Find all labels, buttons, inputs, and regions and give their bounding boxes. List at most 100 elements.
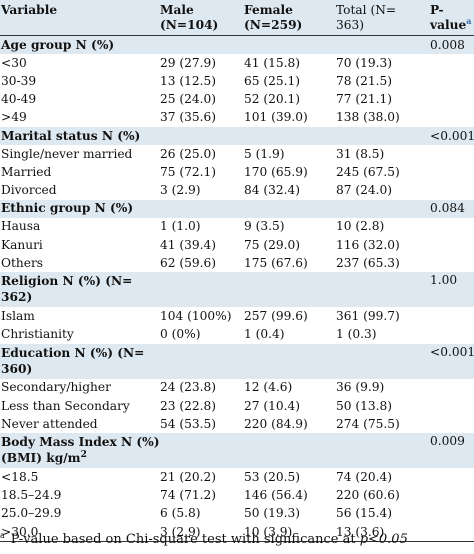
row-p-empty <box>430 145 474 163</box>
row-label: Hausa <box>1 219 41 234</box>
row-female: 12 (4.6) <box>244 380 293 395</box>
group-male-empty <box>160 433 244 469</box>
footnote-marker[interactable]: a <box>466 15 472 26</box>
group-female-empty <box>244 343 336 379</box>
row-p-empty <box>430 163 474 181</box>
row-total: 74 (20.4) <box>336 469 393 484</box>
table-row: 25.0–29.9 6 (5.8) 50 (19.3) 56 (15.4) <box>0 505 474 523</box>
table-row: Others 62 (59.6) 175 (67.6) 237 (65.3) <box>0 254 474 272</box>
table-footnote: a P-value based on Chi-square test with s… <box>0 531 474 547</box>
row-p-empty <box>430 54 474 72</box>
row-female: 146 (56.4) <box>244 488 308 503</box>
table-row: 40-49 25 (24.0) 52 (20.1) 77 (21.1) <box>0 91 474 109</box>
row-male: 29 (27.9) <box>160 55 217 70</box>
header-variable: Variable <box>0 0 160 36</box>
table-row: <18.5 21 (20.2) 53 (20.5) 74 (20.4) <box>0 468 474 486</box>
group-p-value: <0.001 <box>430 343 474 379</box>
group-header-row: Body Mass Index N (%) (BMI) kg/m2 0.009 <box>0 433 474 469</box>
row-total: 138 (38.0) <box>336 110 400 125</box>
row-label: Never attended <box>1 416 98 431</box>
group-p-value: <0.001 <box>430 126 474 146</box>
row-label: Married <box>1 164 52 179</box>
group-total-empty <box>336 272 430 308</box>
group-title-text: Ethnic group N (%) <box>1 201 134 216</box>
row-male: 54 (53.5) <box>160 416 217 431</box>
row-label: <18.5 <box>1 469 39 484</box>
row-label: >30.0 <box>0 522 160 543</box>
group-female-empty <box>244 433 336 469</box>
row-female: 175 (67.6) <box>244 255 308 270</box>
row-female: 257 (99.6) <box>244 309 308 324</box>
row-female: 1 (0.4) <box>244 327 285 342</box>
group-male-empty <box>160 126 244 146</box>
table-row: Hausa 1 (1.0) 9 (3.5) 10 (2.8) <box>0 218 474 236</box>
group-total-empty <box>336 35 430 55</box>
row-male: 3 (2.9) <box>160 183 201 198</box>
header-male: Male (N=104) <box>160 0 244 36</box>
row-total: 31 (8.5) <box>336 146 385 161</box>
row-p-empty <box>430 307 474 325</box>
table-row: <30 29 (27.9) 41 (15.8) 70 (19.3) <box>0 54 474 72</box>
row-p-empty <box>430 487 474 505</box>
group-title: Body Mass Index N (%) (BMI) kg/m2 <box>0 433 160 469</box>
row-total: 56 (15.4) <box>336 506 393 521</box>
group-p-value: 0.084 <box>430 199 474 218</box>
row-p-empty <box>430 415 474 433</box>
table-row: Kanuri 41 (39.4) 75 (29.0) 116 (32.0) <box>0 236 474 254</box>
row-label: Christianity <box>1 327 74 342</box>
row-label: Kanuri <box>1 237 43 252</box>
row-total: 361 (99.7) <box>336 309 400 324</box>
row-total: 36 (9.9) <box>336 380 385 395</box>
group-title: Religion N (%) (N= 362) <box>0 272 160 308</box>
row-male: 25 (24.0) <box>160 92 217 107</box>
row-p-empty <box>430 505 474 523</box>
group-female-empty <box>244 272 336 308</box>
group-title: Education N (%) (N= 360) <box>0 343 160 379</box>
group-title-text: Body Mass Index N (%) (BMI) kg/m <box>1 435 160 466</box>
row-total: 116 (32.0) <box>336 237 400 252</box>
row-p-empty <box>430 236 474 254</box>
group-male-empty <box>160 272 244 308</box>
row-label: Less than Secondary <box>1 398 130 413</box>
group-female-empty <box>244 35 336 55</box>
group-header-row: Religion N (%) (N= 362) 1.00 <box>0 272 474 308</box>
row-female: 65 (25.1) <box>244 73 301 88</box>
table-row: Never attended 54 (53.5) 220 (84.9) 274 (75… <box>0 415 474 433</box>
row-female: 220 (84.9) <box>244 416 308 431</box>
row-total: 245 (67.5) <box>336 164 400 179</box>
row-label: 18.5–24.9 <box>1 488 62 503</box>
group-title-text: Age group N (%) <box>1 37 115 52</box>
row-total: 70 (19.3) <box>336 55 393 70</box>
row-p-empty <box>430 182 474 200</box>
group-total-empty <box>336 433 430 469</box>
row-p-empty <box>430 326 474 344</box>
row-label: <30 <box>1 55 27 70</box>
row-label: Islam <box>1 309 35 324</box>
row-female: 41 (15.8) <box>244 55 301 70</box>
row-total: 78 (21.5) <box>336 73 393 88</box>
row-female: 170 (65.9) <box>244 164 308 179</box>
group-title: Age group N (%) <box>0 35 160 55</box>
row-male: 1 (1.0) <box>160 219 201 234</box>
row-total: 87 (24.0) <box>336 183 393 198</box>
row-label: >49 <box>1 110 27 125</box>
group-title-superscript: 2 <box>80 450 87 461</box>
row-total: 220 (60.6) <box>336 488 400 503</box>
group-title-text: Marital status N (%) <box>1 128 141 143</box>
row-female: 53 (20.5) <box>244 469 301 484</box>
group-female-empty <box>244 126 336 146</box>
group-title: Ethnic group N (%) <box>0 199 160 218</box>
row-label: Single/never married <box>1 146 133 161</box>
row-male: 37 (35.6) <box>160 110 217 125</box>
row-label: 30-39 <box>1 73 37 88</box>
group-male-empty <box>160 35 244 55</box>
table-row: Secondary/higher 24 (23.8) 12 (4.6) 36 (9.9… <box>0 379 474 397</box>
row-male: 3 (2.9) <box>160 522 244 543</box>
group-header-row: Age group N (%) 0.008 <box>0 35 474 55</box>
row-total: 77 (21.1) <box>336 92 393 107</box>
row-total: 274 (75.5) <box>336 416 400 431</box>
row-total: 1 (0.3) <box>336 327 377 342</box>
group-p-value: 0.008 <box>430 35 474 55</box>
